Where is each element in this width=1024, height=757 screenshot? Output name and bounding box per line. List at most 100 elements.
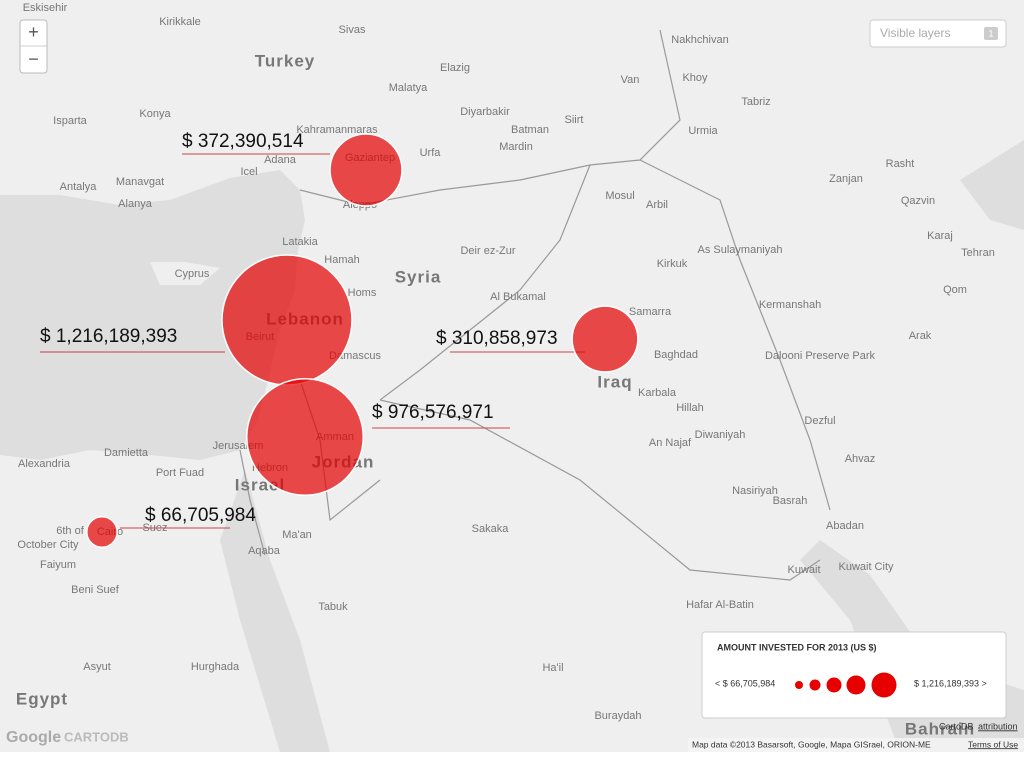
- place-label: Deir ez-Zur: [460, 245, 515, 257]
- place-label: An Najaf: [649, 437, 692, 449]
- place-label: Ahvaz: [845, 453, 876, 465]
- country-label: Egypt: [16, 689, 68, 708]
- place-label: Basrah: [773, 495, 808, 507]
- place-label: Samarra: [629, 306, 672, 318]
- legend-dot: [846, 675, 866, 695]
- value-label: $ 1,216,189,393: [40, 326, 177, 347]
- place-label: Al Bukamal: [490, 291, 546, 303]
- place-label: Dezful: [804, 415, 835, 427]
- legend-title: AMOUNT INVESTED FOR 2013 (US $): [717, 642, 877, 652]
- place-label: Arbil: [646, 199, 668, 211]
- place-label: Batman: [511, 124, 549, 136]
- value-label: $ 66,705,984: [145, 505, 256, 526]
- place-label: Latakia: [282, 236, 318, 248]
- place-label: Eskisehir: [23, 2, 68, 14]
- place-label: Kahramanmaras: [296, 124, 378, 136]
- terms[interactable]: Terms of Use: [968, 739, 1018, 749]
- country-label: Iraq: [597, 372, 632, 391]
- sea: [0, 170, 305, 460]
- country-label: Bahrain: [905, 719, 975, 738]
- place-label: Antalya: [60, 181, 98, 193]
- place-label: Malatya: [389, 82, 428, 94]
- map-data: Map data ©2013 Basarsoft, Google, Mapa G…: [692, 739, 931, 749]
- bubble: [571, 305, 639, 373]
- place-label: Isparta: [53, 115, 88, 127]
- place-label: Adana: [264, 154, 297, 166]
- attribution-link[interactable]: attribution: [978, 721, 1018, 731]
- place-label: Mardin: [499, 141, 533, 153]
- place-label: Beni Suef: [71, 584, 120, 596]
- place-label: Diwaniyah: [695, 429, 746, 441]
- place-label: Khoy: [682, 72, 708, 84]
- cartodb-credit: CartoDB: [939, 721, 974, 731]
- place-label: Dalooni Preserve Park: [765, 350, 876, 362]
- place-label: Karaj: [927, 230, 953, 242]
- place-label: Hillah: [676, 402, 704, 414]
- place-label: Nasiriyah: [732, 485, 778, 497]
- bubble: [221, 254, 353, 386]
- legend-dot: [826, 677, 842, 693]
- place-label: Nakhchivan: [671, 34, 728, 46]
- place-label: Qom: [943, 284, 967, 296]
- place-label: Van: [621, 74, 640, 86]
- country-label: Syria: [395, 267, 442, 286]
- place-label: Rasht: [886, 158, 915, 170]
- place-label: Sivas: [339, 24, 366, 36]
- place-label: Karbala: [638, 387, 677, 399]
- place-label: Tabuk: [318, 601, 348, 613]
- place-label: Kermanshah: [759, 299, 821, 311]
- place-label: Abadan: [826, 520, 864, 532]
- place-label: Tehran: [961, 247, 995, 259]
- place-label: Icel: [240, 166, 257, 178]
- place-label: Kirikkale: [159, 16, 201, 28]
- place-label: Diyarbakir: [460, 106, 510, 118]
- zoom-out[interactable]: −: [28, 49, 39, 69]
- legend-min: < $ 66,705,984: [715, 678, 775, 688]
- place-label: Zanjan: [829, 173, 863, 185]
- place-label: Baghdad: [654, 349, 698, 361]
- bubble: [329, 133, 403, 207]
- legend-dot: [795, 681, 803, 689]
- zoom-in[interactable]: +: [28, 22, 39, 42]
- bubble: [246, 378, 364, 496]
- place-label: Aqaba: [248, 545, 281, 557]
- place-label: Qazvin: [901, 195, 935, 207]
- legend-max: $ 1,216,189,393 >: [914, 678, 987, 688]
- place-label: Ma'an: [282, 529, 312, 541]
- place-label: 6th of: [56, 525, 84, 537]
- red-sea: [220, 470, 330, 752]
- place-label: Alanya: [118, 198, 153, 210]
- place-label: Kirkuk: [657, 258, 688, 270]
- place-label: Kuwait City: [838, 561, 894, 573]
- layers-control[interactable]: Visible layers 1: [869, 19, 1007, 48]
- country-label: Turkey: [255, 51, 316, 70]
- place-label: Hurghada: [191, 661, 240, 673]
- place-label: October City: [17, 539, 79, 551]
- attribution: CartoDB attribution Map data ©2013 Basar…: [6, 721, 1024, 752]
- place-label: Alexandria: [18, 458, 71, 470]
- cyprus: [150, 262, 220, 285]
- place-label: Arak: [909, 330, 932, 342]
- legend-dot: [871, 672, 897, 698]
- place-label: Sakaka: [472, 523, 510, 535]
- place-label: Faiyum: [40, 559, 76, 571]
- bubble: [86, 516, 118, 548]
- place-label: Hafar Al-Batin: [686, 599, 754, 611]
- google-logo: Google: [6, 729, 61, 746]
- value-label: $ 310,858,973: [436, 328, 558, 349]
- place-label: Damietta: [104, 447, 149, 459]
- place-label: Tabriz: [741, 96, 770, 108]
- place-label: Urfa: [420, 147, 442, 159]
- layers-label[interactable]: Visible layers: [880, 26, 950, 40]
- cartodb-logo: CARTODB: [64, 729, 129, 744]
- place-label: Ha'il: [542, 662, 563, 674]
- place-label: Konya: [139, 108, 171, 120]
- place-label: Siirt: [565, 114, 584, 126]
- legend: AMOUNT INVESTED FOR 2013 (US $) < $ 66,7…: [701, 631, 1007, 719]
- place-label: Mosul: [605, 190, 634, 202]
- legend-dot: [809, 679, 821, 691]
- place-label: Buraydah: [594, 710, 641, 722]
- place-label: Homs: [348, 287, 377, 299]
- bubbles: $ 372,390,514 $ 1,216,189,393 $ 310,858,97…: [40, 131, 639, 548]
